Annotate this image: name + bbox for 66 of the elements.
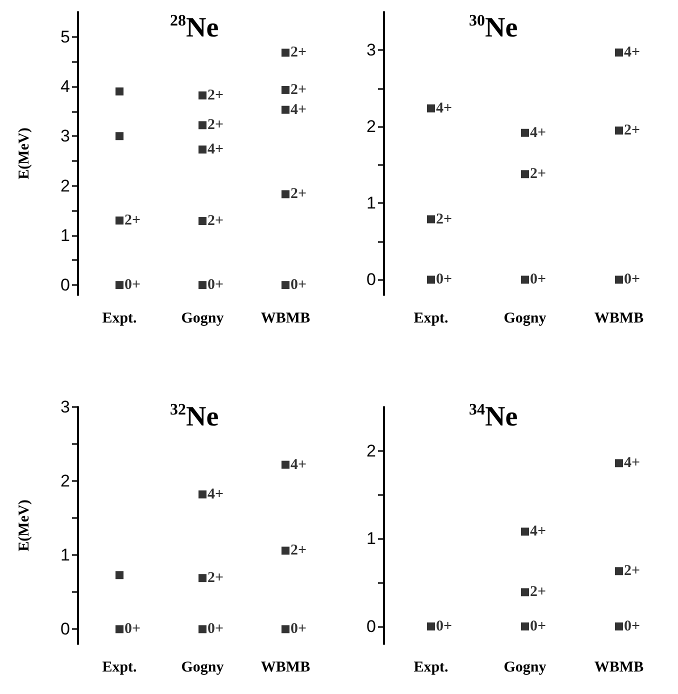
x-tick-label: Expt. [414, 310, 449, 326]
x-tick-label: Gogny [181, 310, 224, 326]
data-label: 2+ [290, 82, 307, 98]
y-tick-label: 2 [60, 472, 70, 491]
y-tick-label: 5 [60, 27, 70, 46]
data-label: 0+ [624, 618, 640, 634]
y-tick-label: 1 [366, 529, 376, 548]
data-label: 4+ [290, 102, 307, 118]
y-axis-title: E(MeV) [16, 500, 32, 552]
data-label: 2+ [290, 542, 307, 559]
x-tick-label: WBMB [594, 310, 644, 326]
y-tick-label: 2 [366, 441, 376, 460]
x-tick-label: WBMB [260, 310, 310, 326]
y-tick-label: 2 [366, 117, 376, 136]
data-label: 2+ [208, 117, 224, 134]
data-label: 0+ [624, 272, 640, 288]
x-tick-label: Expt. [102, 660, 138, 676]
x-tick-label: Expt. [102, 310, 138, 326]
y-tick-label: 4 [60, 76, 70, 96]
y-tick-label: 0 [60, 620, 70, 639]
data-label: 0+ [124, 621, 141, 638]
data-label: 0+ [208, 621, 224, 638]
y-axis-title: E(MeV) [16, 128, 32, 180]
data-label: 2+ [290, 186, 307, 202]
data-label: 4+ [208, 486, 224, 502]
data-label: 4+ [624, 455, 640, 472]
y-tick-label: 1 [366, 194, 376, 213]
data-label: 2+ [530, 166, 546, 182]
data-label: 2+ [290, 44, 307, 61]
data-label: 4+ [290, 456, 307, 473]
data-label: 0+ [208, 277, 224, 294]
y-tick-label: 3 [366, 40, 376, 60]
y-tick-label: 1 [60, 546, 70, 565]
data-label: 0+ [530, 618, 546, 634]
x-tick-label: Gogny [504, 310, 547, 326]
y-tick-label: 1 [60, 226, 70, 245]
x-tick-label: WBMB [260, 660, 310, 676]
x-tick-label: Gogny [181, 660, 224, 676]
data-label: 0+ [124, 277, 141, 294]
y-tick-label: 0 [366, 270, 376, 290]
data-label: 2+ [436, 211, 452, 228]
data-label: 0+ [436, 272, 452, 288]
data-label: 4+ [436, 100, 452, 116]
data-label: 4+ [624, 44, 640, 61]
y-tick-label: 0 [366, 616, 376, 636]
y-tick-label: 3 [60, 398, 70, 416]
data-label: 2+ [530, 584, 546, 600]
x-tick-label: Expt. [414, 660, 449, 676]
data-label: 2+ [208, 87, 224, 104]
data-label: 0+ [530, 272, 546, 288]
data-label: 2+ [624, 563, 640, 580]
data-label: 2+ [124, 212, 141, 229]
data-label: 4+ [530, 524, 546, 540]
data-label: 2+ [624, 122, 640, 139]
data-label: 0+ [436, 618, 452, 634]
data-label: 2+ [208, 213, 224, 230]
x-tick-label: WBMB [594, 660, 644, 676]
data-label: 4+ [530, 124, 546, 141]
data-label: 4+ [208, 142, 224, 158]
y-tick-label: 2 [60, 176, 70, 196]
y-tick-label: 0 [60, 276, 70, 295]
y-tick-label: 3 [60, 126, 70, 146]
data-label: 0+ [290, 277, 307, 294]
data-label: 2+ [208, 570, 224, 586]
x-tick-label: Gogny [504, 660, 547, 676]
data-label: 0+ [290, 621, 307, 638]
